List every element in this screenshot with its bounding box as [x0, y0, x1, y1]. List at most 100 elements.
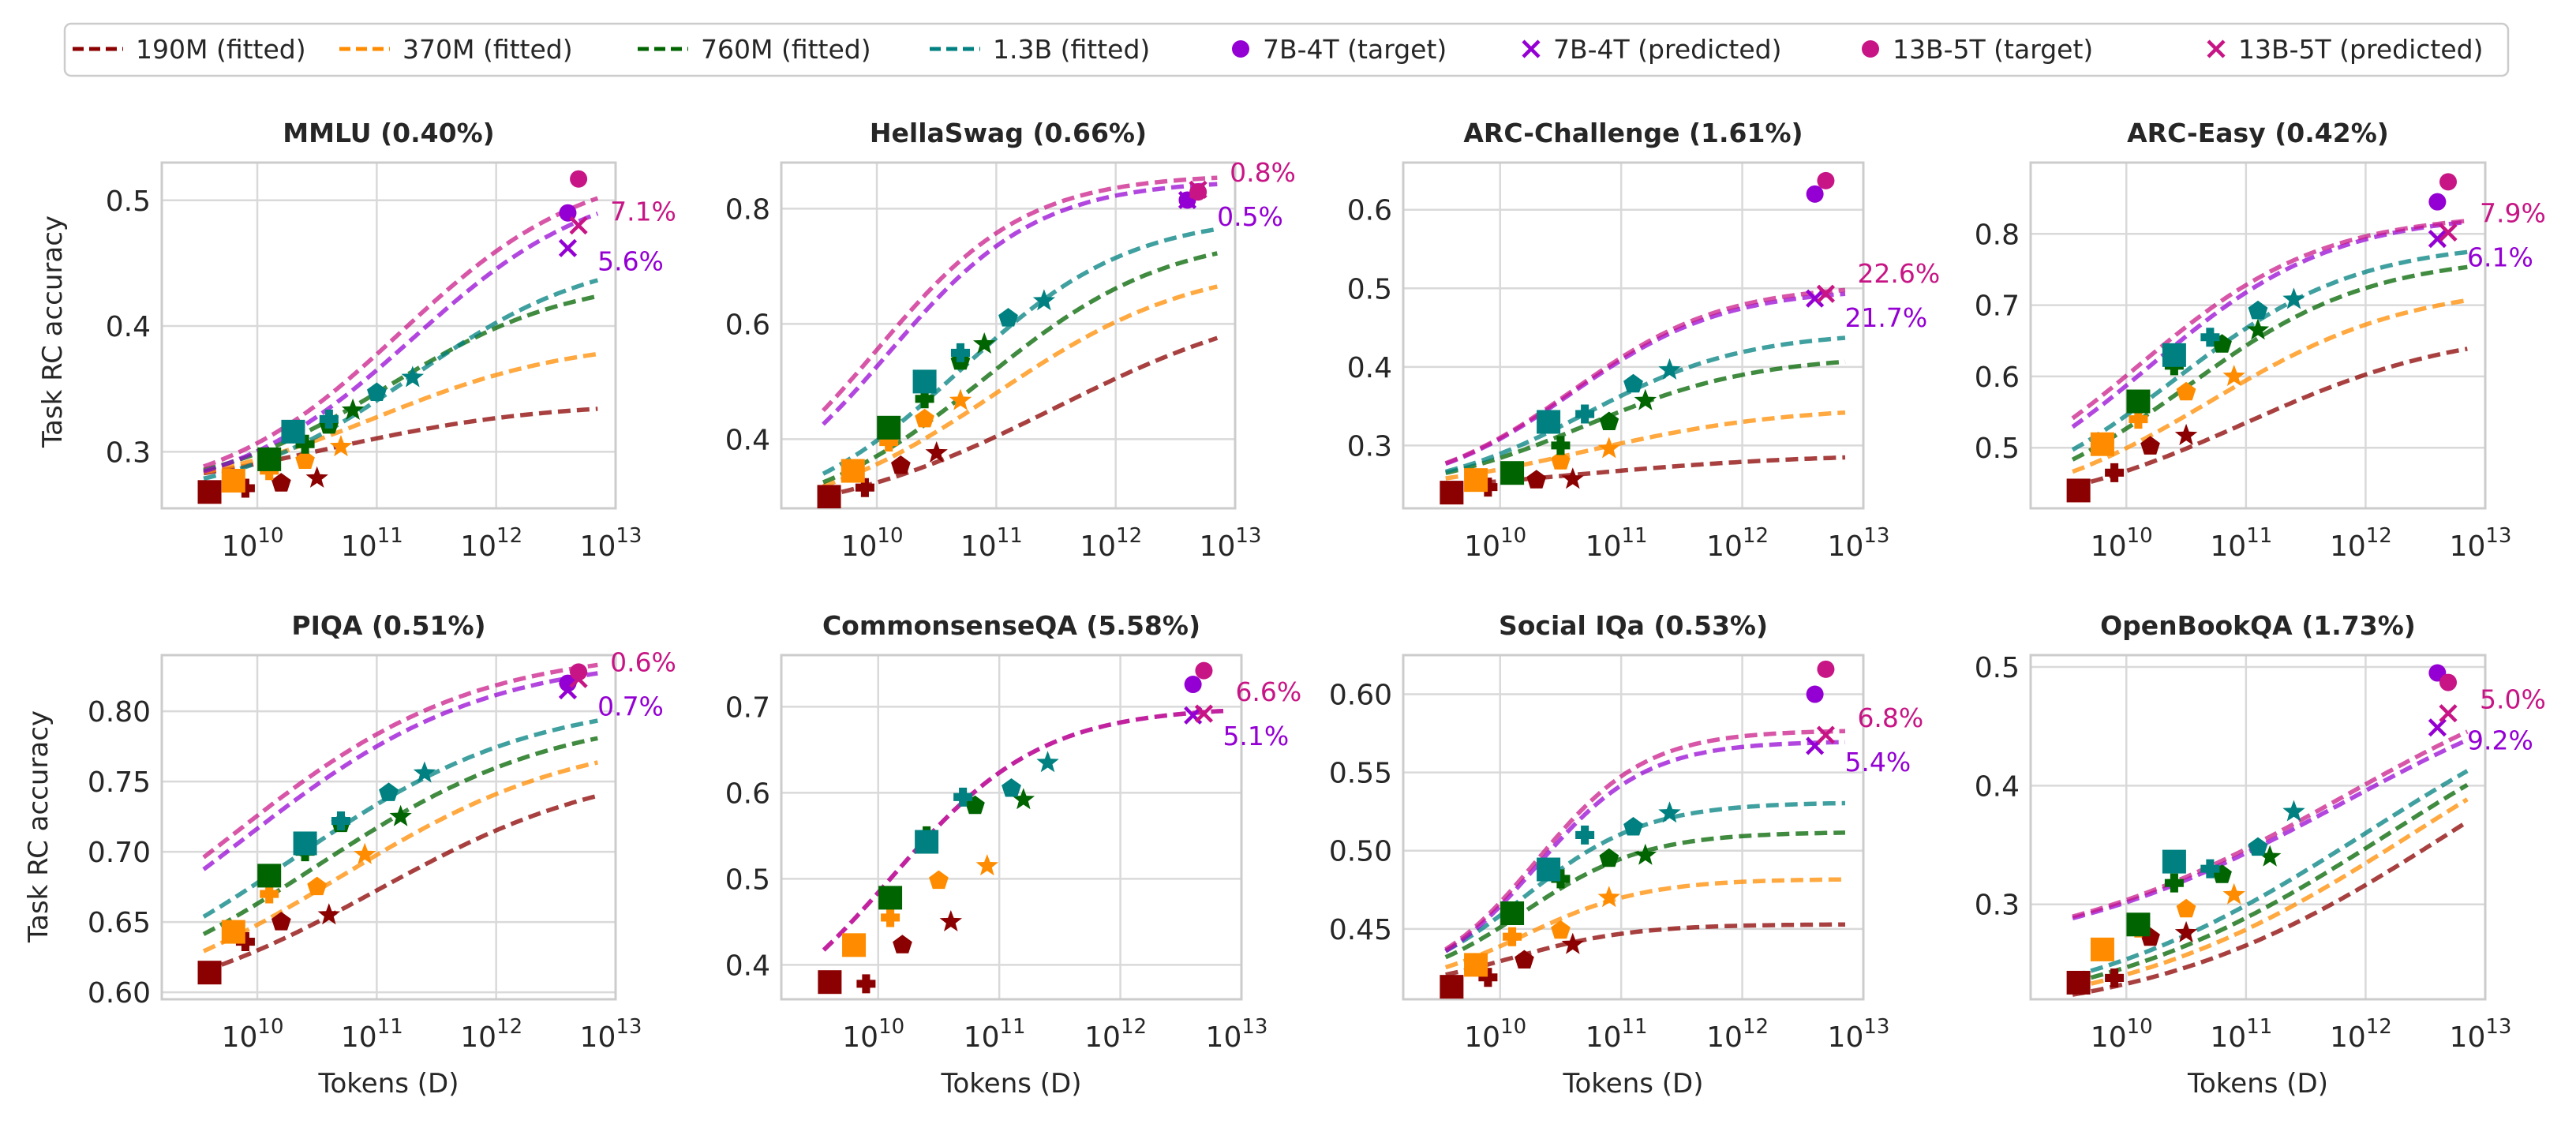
observed-point-190M — [939, 910, 962, 931]
observed-point-370M — [915, 408, 934, 428]
observed-point-190M — [2140, 436, 2160, 455]
observed-point-1.3B — [1032, 289, 1056, 311]
fitted-curve-13B — [1444, 287, 1846, 466]
predicted-point-13B-b — [1816, 725, 1836, 744]
x-tick-exponent: 10 — [2127, 524, 2153, 548]
x-tick-label: 1010 — [2091, 524, 2153, 563]
x-tick-label: 1012 — [1706, 524, 1769, 563]
x-tick-label: 1012 — [1084, 1015, 1147, 1054]
observed-point-190M — [271, 912, 291, 931]
observed-point-370M — [1597, 886, 1620, 908]
observed-point-1.3B — [2248, 837, 2268, 856]
x-tick-label: 1012 — [460, 1015, 522, 1054]
x-tick-label: 1013 — [1206, 1015, 1268, 1054]
observed-point-1.3B — [319, 409, 339, 429]
observed-point-190M — [856, 974, 876, 994]
fitted-curve-7B — [1444, 740, 1846, 954]
observed-point-1.3B — [912, 369, 937, 394]
x-tick-label: 1011 — [2210, 524, 2272, 563]
fitted-curve-13B — [822, 175, 1218, 412]
fitted-curve-13B — [822, 708, 1224, 952]
observed-point-1.3B — [1623, 373, 1643, 393]
observed-point-370M — [307, 876, 328, 896]
observed-point-760M — [973, 332, 996, 354]
x-tick-label: 1013 — [1828, 1015, 1890, 1054]
plot-area — [162, 655, 616, 999]
observed-point-1.3B — [1537, 857, 1561, 882]
y-tick-label: 0.60 — [1329, 680, 1392, 712]
observed-point-190M — [2174, 423, 2198, 445]
x-tick-exponent: 10 — [257, 1015, 283, 1039]
fitted-curve-760M — [822, 251, 1218, 485]
x-tick-label: 1012 — [1706, 1015, 1769, 1054]
target-point-13B — [1817, 171, 1835, 189]
observed-point-370M — [842, 933, 867, 957]
fitted-curve-7B — [1444, 291, 1846, 466]
predicted-point-13B-b — [2439, 704, 2458, 723]
plot-frame — [1402, 654, 1865, 1001]
x-tick-label: 1011 — [1586, 524, 1648, 563]
target-point-7B — [1806, 685, 1824, 703]
observed-point-370M — [295, 450, 315, 469]
x-tick-label: 1012 — [460, 524, 522, 563]
observed-point-1.3B — [1623, 817, 1643, 836]
observed-point-190M — [855, 478, 874, 497]
panel-title: OpenBookQA (1.73%) — [2100, 610, 2416, 641]
observed-point-760M — [915, 389, 934, 409]
observed-point-190M — [271, 473, 291, 492]
x-tick-exponent: 11 — [1622, 1015, 1648, 1039]
x-tick-exponent: 13 — [1863, 524, 1889, 548]
observed-point-370M — [1464, 468, 1488, 493]
y-tick-label: 0.4 — [725, 424, 770, 456]
observed-point-190M — [305, 466, 328, 488]
plot-frame — [780, 161, 1237, 510]
x-tick-exponent: 11 — [377, 1015, 403, 1039]
x-axis-label: Tokens (D) — [1563, 1068, 1704, 1100]
y-tick-label: 0.4 — [106, 311, 151, 343]
observed-point-1.3B — [953, 787, 973, 807]
x-tick-exponent: 11 — [2246, 524, 2272, 548]
target-point-13B — [2439, 173, 2458, 191]
observed-point-190M — [2105, 968, 2125, 987]
observed-point-190M — [317, 903, 341, 925]
observed-point-1.3B — [367, 382, 387, 401]
y-tick-label: 0.50 — [1329, 836, 1392, 868]
x-tick-label: 1010 — [1464, 1015, 1526, 1054]
target-point-13B — [1817, 660, 1835, 678]
observed-point-190M — [1478, 478, 1498, 497]
observed-point-370M — [2090, 432, 2114, 456]
x-tick-label: 1013 — [1200, 524, 1262, 563]
predicted-point-13B-b — [1194, 704, 1214, 723]
x-tick-exponent: 13 — [616, 1015, 642, 1039]
predicted-point-7B — [2428, 718, 2447, 737]
error-annotation-7B: 9.2% — [2467, 725, 2533, 756]
x-tick-label: 1011 — [2210, 1015, 2272, 1054]
x-tick-label: 1010 — [1464, 524, 1526, 563]
x-tick-label: 1010 — [222, 524, 284, 563]
y-tick-label: 0.7 — [725, 691, 770, 724]
y-tick-label: 0.55 — [1329, 758, 1392, 790]
y-tick-label: 0.80 — [88, 696, 151, 729]
target-point-13B — [1195, 661, 1213, 680]
y-axis-label-top: Task RC accuracy — [37, 215, 69, 448]
x-tick-exponent: 11 — [1622, 524, 1648, 548]
x-tick-exponent: 10 — [1500, 524, 1526, 548]
error-annotation-7B: 6.1% — [2467, 242, 2533, 273]
predicted-point-7B — [2428, 230, 2447, 249]
x-axis-label: Tokens (D) — [2187, 1068, 2328, 1100]
fitted-curve-1.3B — [1444, 335, 1846, 474]
error-annotation-7B: 5.1% — [1222, 721, 1289, 751]
x-tick-exponent: 13 — [1235, 524, 1261, 548]
predicted-point-13B — [1816, 284, 1836, 303]
x-tick-exponent: 10 — [878, 1015, 904, 1039]
observed-point-1.3B — [2248, 300, 2268, 320]
x-tick-exponent: 12 — [1743, 524, 1769, 548]
fitted-curve-1.3B — [2072, 769, 2469, 979]
legend-entry-1: 370M (fitted) — [339, 34, 573, 65]
error-annotation-13B: 22.6% — [1857, 258, 1940, 289]
observed-point-1.3B — [379, 782, 399, 801]
y-tick-label: 0.7 — [1975, 290, 2020, 323]
observed-point-370M — [1551, 920, 1571, 939]
